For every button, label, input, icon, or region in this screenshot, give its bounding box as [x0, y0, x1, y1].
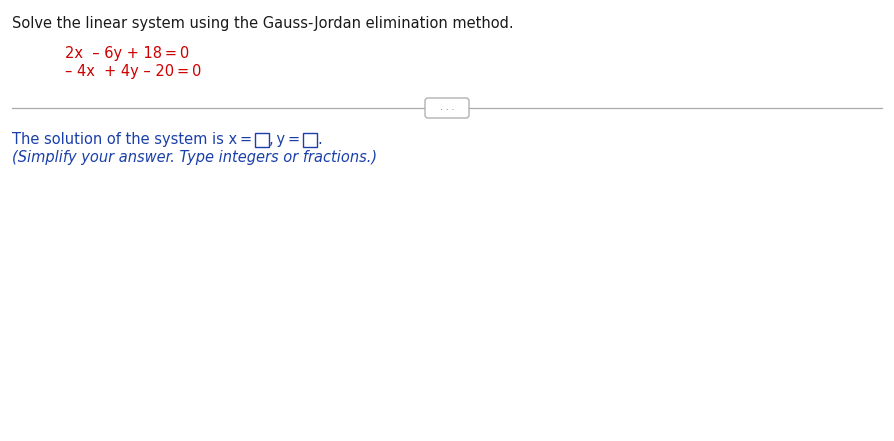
Text: (Simplify your answer. Type integers or fractions.): (Simplify your answer. Type integers or …	[12, 150, 377, 165]
Text: The solution of the system is x =: The solution of the system is x =	[12, 132, 255, 147]
FancyBboxPatch shape	[425, 98, 469, 118]
Text: Solve the linear system using the Gauss-Jordan elimination method.: Solve the linear system using the Gauss-…	[12, 16, 514, 31]
Text: , y =: , y =	[269, 132, 303, 147]
Text: – 4x  + 4y – 20 = 0: – 4x + 4y – 20 = 0	[65, 64, 201, 79]
Text: 2x  – 6y + 18 = 0: 2x – 6y + 18 = 0	[65, 46, 190, 61]
FancyBboxPatch shape	[255, 133, 269, 147]
FancyBboxPatch shape	[303, 133, 317, 147]
Text: .: .	[317, 132, 322, 147]
Text: . . .: . . .	[440, 104, 454, 112]
